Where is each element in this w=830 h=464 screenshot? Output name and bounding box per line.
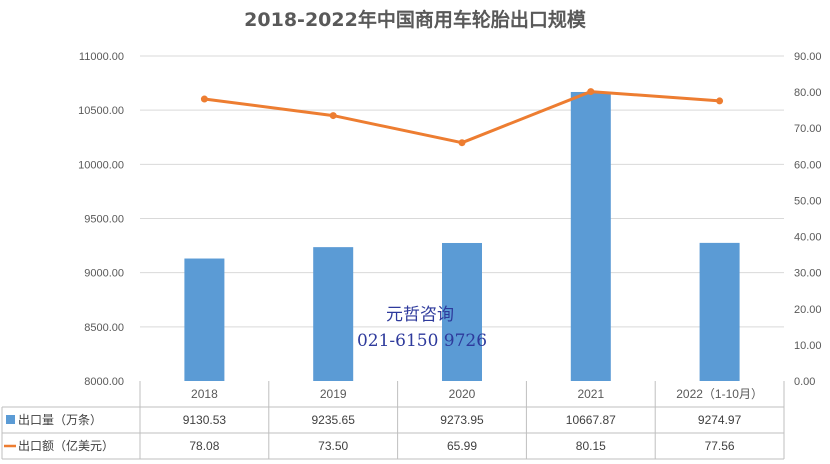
right-axis-tick-label: 60.00 — [794, 159, 822, 171]
right-axis-tick-label: 50.00 — [794, 195, 822, 207]
legend-key-bar — [6, 415, 15, 424]
data-table: 2018 2019 2020 2021 2022（1-10月） 出口量（万条） 出口额（亿美… — [1, 381, 785, 460]
bar — [570, 91, 611, 382]
category-label: 2022（1-10月） — [676, 387, 763, 401]
table-value: 77.56 — [705, 439, 735, 453]
table-value: 9273.95 — [440, 413, 484, 427]
watermark-line-2: 021-6150 9726 — [357, 331, 487, 351]
table-value: 78.08 — [189, 439, 219, 453]
watermark-line-1: 元哲咨询 — [386, 305, 454, 325]
line-point — [587, 88, 595, 96]
table-value: 9274.97 — [698, 413, 742, 427]
left-axis-tick-label: 8500.00 — [84, 322, 124, 334]
category-label: 2019 — [320, 387, 347, 401]
bar — [699, 242, 740, 381]
bar — [184, 258, 225, 381]
right-axis-tick-label: 10.00 — [794, 340, 822, 352]
table-value: 65.99 — [447, 439, 477, 453]
series-name: 出口额（亿美元） — [18, 438, 114, 453]
right-axis-tick-label: 70.00 — [794, 123, 822, 135]
table-value: 9235.65 — [312, 413, 356, 427]
bar — [442, 242, 482, 381]
left-axis-tick-label: 9500.00 — [84, 214, 124, 226]
right-axis-tick-label: 90.00 — [794, 51, 822, 63]
watermark: 元哲咨询 021-6150 9726 — [357, 305, 487, 351]
left-axis-tick-label: 10500.00 — [78, 105, 124, 117]
right-axis-tick-label: 0.00 — [794, 376, 815, 388]
table-value: 10667.87 — [566, 413, 616, 427]
right-axis-tick-label: 80.00 — [794, 87, 822, 99]
left-axis: 8000.00 8500.00 9000.00 9500.00 10000.00 1050… — [78, 51, 124, 388]
table-value: 80.15 — [576, 439, 606, 453]
right-axis-tick-label: 30.00 — [794, 268, 822, 280]
left-axis-tick-label: 8000.00 — [84, 376, 124, 388]
right-axis-tick-label: 40.00 — [794, 232, 822, 244]
chart-title: 2018-2022年中国商用车轮胎出口规模 — [244, 8, 587, 31]
left-axis-tick-label: 10000.00 — [78, 159, 124, 171]
table-value: 73.50 — [318, 439, 348, 453]
left-axis-tick-label: 11000.00 — [79, 51, 124, 63]
left-axis-tick-label: 9000.00 — [84, 268, 124, 280]
line-point — [716, 97, 724, 105]
line-point — [200, 95, 208, 103]
bar-series — [184, 91, 740, 382]
category-label: 2021 — [577, 387, 604, 401]
category-label: 2020 — [449, 387, 476, 401]
line-point — [329, 112, 337, 120]
gridlines — [140, 55, 784, 328]
table-value: 9130.53 — [183, 413, 227, 427]
right-axis: 0.00 10.00 20.00 30.00 40.00 50.00 60.00 70.00 8… — [794, 51, 822, 388]
line-series — [200, 88, 724, 147]
series-line — [204, 90, 720, 145]
category-label: 2018 — [191, 387, 218, 401]
right-axis-tick-label: 20.00 — [794, 304, 822, 316]
line-point — [458, 139, 466, 147]
bar — [313, 247, 354, 381]
series-name: 出口量（万条） — [18, 413, 102, 427]
